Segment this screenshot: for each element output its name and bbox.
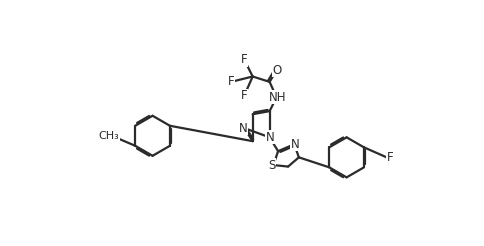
Text: F: F <box>241 53 247 66</box>
Text: CH₃: CH₃ <box>98 131 119 141</box>
Text: O: O <box>272 64 282 77</box>
Text: N: N <box>266 131 275 144</box>
Text: F: F <box>386 151 393 164</box>
Text: F: F <box>241 89 247 102</box>
Text: NH: NH <box>269 91 287 104</box>
Text: F: F <box>228 75 234 88</box>
Text: S: S <box>268 158 275 171</box>
Text: N: N <box>239 122 248 135</box>
Text: N: N <box>291 138 300 151</box>
